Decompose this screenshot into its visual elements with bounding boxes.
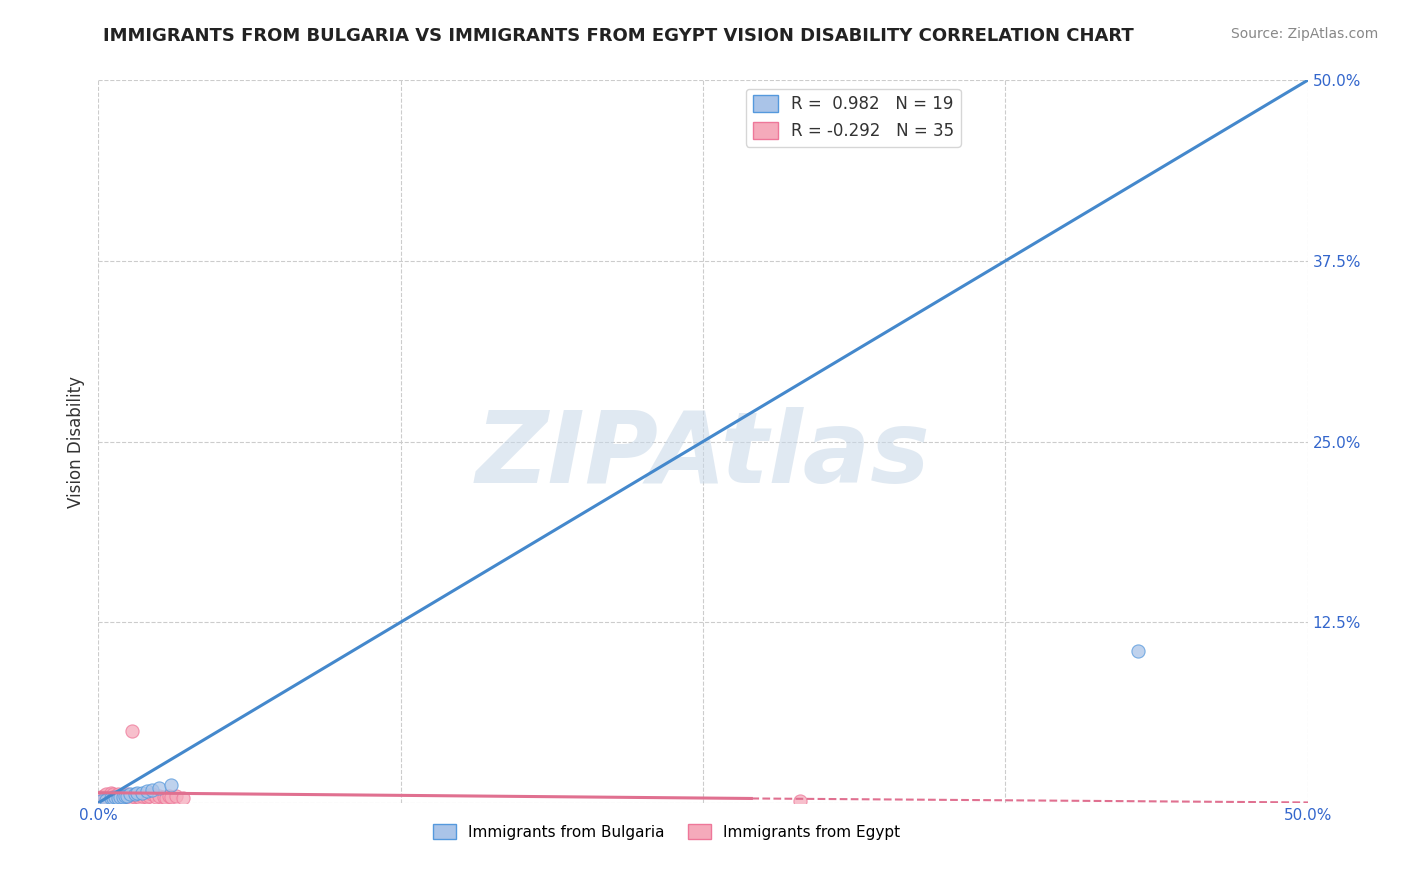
Point bbox=[152, 790, 174, 805]
Text: ZIPAtlas: ZIPAtlas bbox=[475, 408, 931, 505]
Point bbox=[90, 794, 112, 808]
Point bbox=[94, 787, 117, 801]
Point bbox=[128, 791, 150, 805]
Point bbox=[131, 789, 153, 803]
Point bbox=[789, 794, 811, 808]
Point bbox=[100, 789, 122, 803]
Point bbox=[124, 790, 146, 805]
Point bbox=[117, 789, 139, 803]
Point bbox=[138, 789, 160, 803]
Point bbox=[157, 789, 180, 803]
Point bbox=[90, 791, 112, 805]
Text: IMMIGRANTS FROM BULGARIA VS IMMIGRANTS FROM EGYPT VISION DISABILITY CORRELATION : IMMIGRANTS FROM BULGARIA VS IMMIGRANTS F… bbox=[103, 27, 1135, 45]
Point bbox=[124, 787, 146, 801]
Point bbox=[94, 793, 117, 807]
Point bbox=[127, 789, 149, 803]
Point bbox=[131, 786, 153, 800]
Point bbox=[135, 790, 157, 805]
Point bbox=[118, 791, 141, 805]
Y-axis label: Vision Disability: Vision Disability bbox=[66, 376, 84, 508]
Point bbox=[107, 791, 129, 805]
Point bbox=[107, 790, 129, 805]
Point bbox=[111, 789, 134, 803]
Point bbox=[1128, 644, 1150, 658]
Point bbox=[114, 789, 136, 803]
Point bbox=[148, 789, 170, 803]
Point bbox=[160, 779, 183, 793]
Point bbox=[165, 789, 187, 803]
Point bbox=[107, 787, 129, 801]
Point bbox=[135, 784, 157, 798]
Text: Source: ZipAtlas.com: Source: ZipAtlas.com bbox=[1230, 27, 1378, 41]
Point bbox=[114, 790, 136, 805]
Point bbox=[97, 791, 120, 805]
Point bbox=[101, 787, 124, 801]
Point bbox=[141, 782, 163, 797]
Point bbox=[104, 790, 127, 805]
Point bbox=[117, 787, 139, 801]
Point bbox=[121, 723, 143, 738]
Point bbox=[91, 789, 114, 803]
Point bbox=[104, 789, 127, 803]
Point bbox=[108, 790, 131, 805]
Point bbox=[100, 791, 122, 805]
Point bbox=[101, 791, 124, 805]
Point bbox=[104, 791, 127, 805]
Point bbox=[127, 786, 149, 800]
Point bbox=[108, 791, 131, 805]
Point bbox=[100, 786, 122, 800]
Point bbox=[145, 790, 167, 805]
Point bbox=[111, 790, 134, 805]
Point bbox=[148, 781, 170, 796]
Point bbox=[160, 790, 183, 805]
Point bbox=[155, 791, 177, 805]
Point bbox=[172, 791, 194, 805]
Point bbox=[141, 787, 163, 801]
Legend: Immigrants from Bulgaria, Immigrants from Egypt: Immigrants from Bulgaria, Immigrants fro… bbox=[427, 818, 907, 846]
Point bbox=[101, 790, 124, 805]
Point bbox=[94, 790, 117, 805]
Point bbox=[118, 787, 141, 801]
